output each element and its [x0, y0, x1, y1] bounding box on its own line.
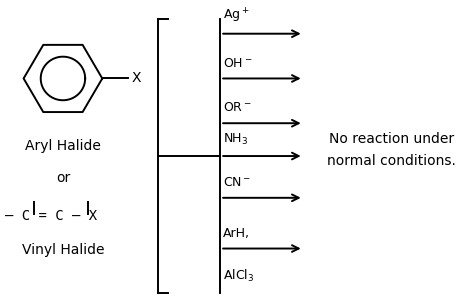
Text: CN$^-$: CN$^-$	[223, 176, 251, 189]
Text: AlCl$_3$: AlCl$_3$	[223, 268, 254, 284]
Text: NH$_3$: NH$_3$	[223, 132, 248, 147]
Text: ArH,: ArH,	[223, 227, 250, 240]
Text: – C = C – X: – C = C – X	[5, 209, 97, 223]
Text: Ag$^+$: Ag$^+$	[223, 6, 249, 25]
Text: Aryl Halide: Aryl Halide	[25, 139, 101, 152]
Text: X: X	[131, 71, 141, 85]
Text: OH$^-$: OH$^-$	[223, 56, 252, 70]
Text: or: or	[56, 172, 70, 185]
Text: Vinyl Halide: Vinyl Halide	[22, 243, 104, 257]
Text: OR$^-$: OR$^-$	[223, 101, 251, 114]
Text: No reaction under
normal conditions.: No reaction under normal conditions.	[327, 132, 456, 168]
